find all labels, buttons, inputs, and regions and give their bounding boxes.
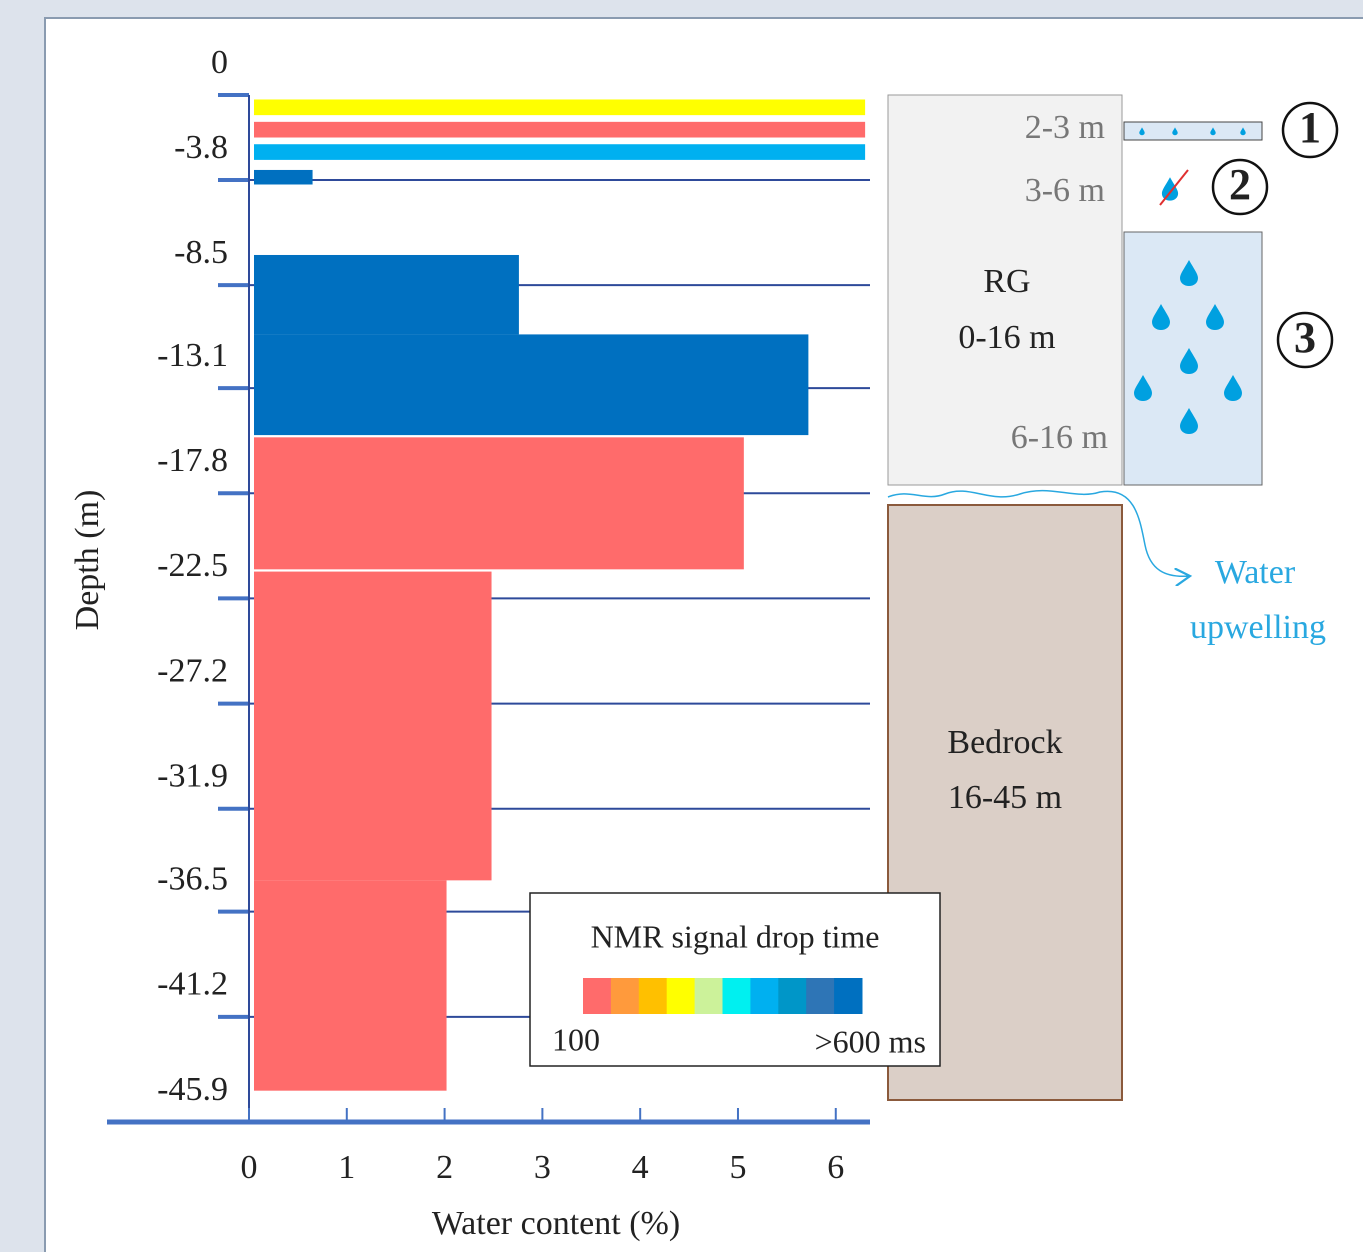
rg-label: RG: [983, 263, 1030, 300]
panel: [45, 18, 1363, 1252]
legend-swatch: [778, 978, 806, 1014]
legend-swatch: [611, 978, 639, 1014]
y-tick-label: -17.8: [157, 442, 228, 479]
x-tick-label: 1: [338, 1149, 355, 1186]
zone3-number: 3: [1294, 313, 1316, 362]
legend-swatch: [583, 978, 611, 1014]
rg-range: 0-16 m: [958, 319, 1055, 356]
y-tick-label: -41.2: [157, 966, 228, 1003]
water-label: upwelling: [1190, 609, 1326, 646]
bar: [254, 99, 865, 115]
bedrock-range: 16-45 m: [948, 779, 1062, 816]
y-tick-label: -31.9: [157, 758, 228, 795]
legend-swatch: [639, 978, 667, 1014]
legend-title: NMR signal drop time: [591, 918, 880, 954]
bar: [254, 122, 865, 138]
zone1-number: 1: [1299, 103, 1321, 152]
zone2-number: 2: [1229, 160, 1251, 209]
bar: [254, 144, 865, 160]
legend-swatch: [750, 978, 778, 1014]
page: {"chart_data": { "type": "depth-bar", "y…: [0, 0, 1363, 1252]
chart: 2-3 m 3-6 m RG 0-16 m 6-16 m 1 2 3 Water…: [0, 0, 1363, 1252]
legend-swatch: [695, 978, 723, 1014]
bar: [254, 170, 313, 185]
y-tick-label: -8.5: [174, 234, 228, 271]
y-tick-label: -45.9: [157, 1071, 228, 1108]
y-tick-label: -3.8: [174, 129, 228, 166]
x-tick-label: 0: [241, 1149, 258, 1186]
legend-swatch: [834, 978, 862, 1014]
bedrock-label: Bedrock: [947, 724, 1062, 761]
legend-min: 100: [552, 1021, 600, 1057]
bar: [254, 437, 744, 569]
zone3-range: 6-16 m: [1011, 419, 1108, 456]
x-tick-label: 2: [436, 1149, 453, 1186]
x-axis-title: Water content (%): [432, 1205, 680, 1242]
y-axis-title: Depth (m): [69, 490, 106, 631]
zone1-range: 2-3 m: [1025, 109, 1105, 146]
legend-swatch: [723, 978, 751, 1014]
x-tick-label: 5: [729, 1149, 746, 1186]
x-tick-label: 6: [827, 1149, 844, 1186]
y-tick-label: -13.1: [157, 337, 228, 374]
zone2-range: 3-6 m: [1025, 172, 1105, 209]
x-tick-label: 4: [632, 1149, 649, 1186]
y-tick-label: -27.2: [157, 652, 228, 689]
y-tick-label: 0: [211, 44, 228, 81]
y-tick-label: -36.5: [157, 860, 228, 897]
legend-swatch: [806, 978, 834, 1014]
bar: [254, 255, 519, 334]
x-tick-label: 3: [534, 1149, 551, 1186]
water-label: Water: [1215, 554, 1296, 591]
legend: NMR signal drop time 100 >600 ms: [530, 893, 940, 1066]
y-tick-label: -22.5: [157, 547, 228, 584]
legend-swatch: [667, 978, 695, 1014]
legend-max: >600 ms: [815, 1023, 926, 1059]
bar: [254, 334, 808, 435]
bar: [254, 572, 492, 881]
bar: [254, 880, 447, 1090]
